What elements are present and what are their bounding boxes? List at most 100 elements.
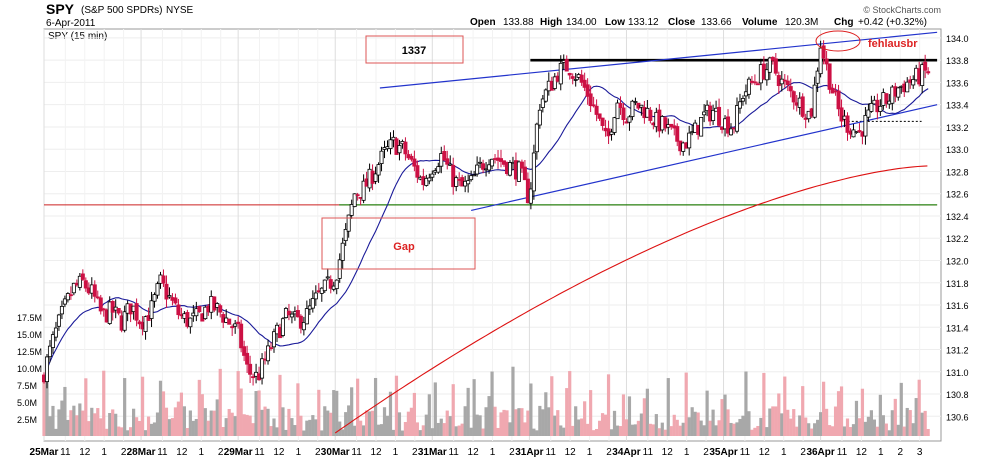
candlestick [427, 173, 432, 185]
volume-bar [120, 427, 124, 436]
candle-body [552, 76, 557, 89]
time-tick-label: 2 [606, 447, 612, 458]
volume-bar [367, 411, 372, 436]
candle-body [836, 90, 841, 110]
volume-bar [795, 426, 799, 436]
volume-tick-label: 17.5M [17, 313, 42, 323]
candlestick [615, 99, 620, 120]
candle-body [863, 115, 868, 137]
candlestick [585, 78, 590, 105]
volume-bar [690, 407, 694, 436]
volume-bar [735, 422, 739, 436]
volume-bar [272, 418, 276, 436]
candlestick [266, 339, 271, 365]
candlestick [83, 277, 88, 292]
candlestick [289, 311, 294, 324]
time-tick-label: 2 [800, 447, 806, 458]
volume-bar [90, 407, 94, 436]
candlestick [869, 95, 874, 113]
volume-bar [878, 394, 882, 436]
candle-body [65, 293, 70, 301]
candle-body [851, 129, 856, 138]
candle-body [322, 279, 327, 292]
candle-body [699, 117, 704, 137]
interval-label: SPY (15 min) [48, 31, 107, 42]
candlestick [260, 353, 265, 385]
candle-body [717, 106, 722, 126]
candlestick [373, 166, 378, 185]
volume-bar [717, 420, 721, 436]
candle-body [415, 165, 420, 178]
volume-bar [502, 409, 506, 436]
volume-bar [905, 407, 909, 436]
candle-body [239, 323, 244, 349]
lower-channel-trendline [471, 104, 938, 211]
candlestick [475, 156, 480, 177]
candlestick [785, 75, 790, 91]
volume-bar [149, 423, 154, 436]
candlestick [188, 317, 193, 334]
volume-bar [347, 405, 351, 436]
volume-bar [379, 424, 384, 436]
volume-bar [705, 390, 709, 436]
volume-bar [654, 414, 658, 436]
volume-bar [63, 386, 67, 436]
time-tick-label: 11 [157, 447, 168, 458]
volume-bar [875, 426, 879, 436]
candle-body [376, 164, 381, 176]
candlestick [68, 286, 73, 300]
volume-bar [568, 371, 572, 436]
volume-bar [161, 391, 166, 436]
price-tick-label: 133.0 [946, 145, 969, 155]
candlestick [242, 340, 247, 362]
annotation-1337-text: 1337 [402, 45, 426, 57]
volume-bar [397, 412, 402, 436]
volume-bar [460, 423, 464, 436]
candlestick [448, 155, 453, 166]
candlestick [687, 125, 692, 156]
candle-body [442, 151, 447, 161]
volume-bar [320, 430, 324, 436]
candlestick [726, 109, 731, 138]
candle-body [543, 89, 548, 102]
candlestick [516, 160, 521, 182]
volume-bar [146, 416, 151, 436]
volume-bar [902, 426, 906, 436]
candle-body [68, 294, 73, 297]
volume-bar [475, 414, 479, 436]
volume-bar [350, 387, 354, 436]
price-tick-label: 133.6 [946, 78, 969, 88]
candle-body [618, 103, 623, 108]
candlestick [218, 303, 223, 318]
price-tick-label: 132.0 [946, 256, 969, 266]
volume-bar [484, 407, 488, 436]
candle-body [236, 321, 241, 324]
volume-bar [245, 414, 249, 436]
candle-body [436, 166, 441, 173]
volume-bar [123, 378, 127, 436]
candle-body [675, 126, 680, 142]
ma-long-line [334, 165, 928, 434]
volume-bar [562, 427, 566, 436]
volume-bar [872, 419, 876, 436]
volume-bar [830, 426, 835, 436]
volume-bar [257, 390, 261, 436]
price-tick-label: 131.8 [946, 279, 969, 289]
candlestick [821, 40, 826, 65]
candle-body [379, 150, 384, 164]
candlestick [729, 123, 734, 136]
candlestick [702, 104, 707, 123]
volume-bar [612, 410, 617, 436]
candlestick [621, 102, 626, 126]
volume-bar [824, 408, 829, 436]
time-tick-label: 11 [546, 447, 557, 458]
volume-bar [224, 418, 228, 436]
volume-bar [711, 409, 715, 436]
candlestick [95, 290, 100, 300]
volume-bar [323, 406, 327, 436]
volume-bar [451, 384, 455, 436]
price-tick-label: 134.0 [946, 34, 969, 44]
candle-body [245, 352, 250, 365]
